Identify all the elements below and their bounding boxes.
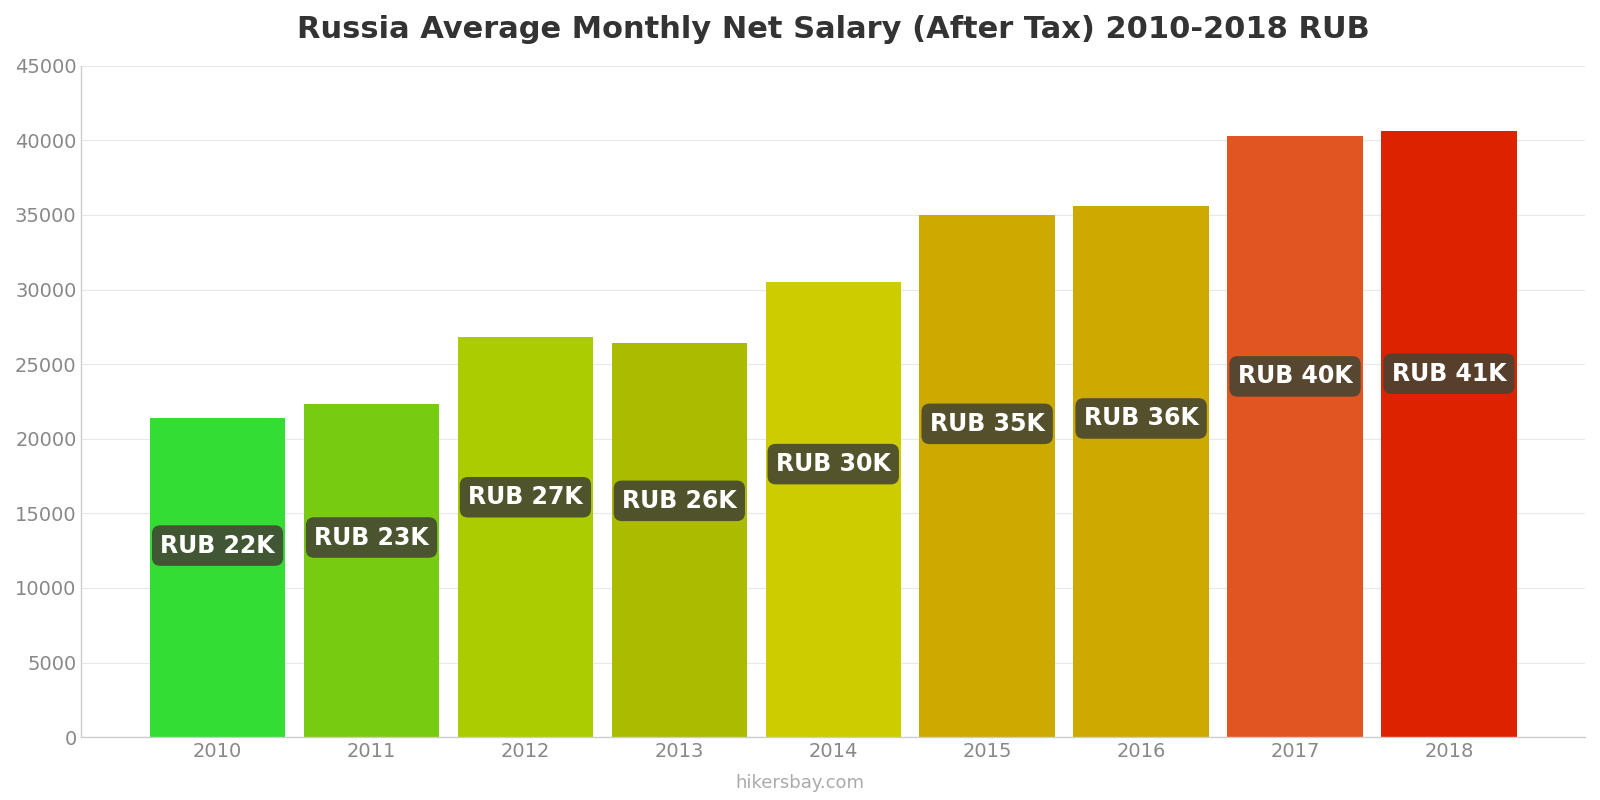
Text: RUB 40K: RUB 40K bbox=[1238, 364, 1352, 388]
Text: RUB 35K: RUB 35K bbox=[930, 412, 1045, 436]
Text: RUB 41K: RUB 41K bbox=[1392, 362, 1506, 386]
Bar bbox=[150, 418, 285, 737]
Text: RUB 30K: RUB 30K bbox=[776, 452, 891, 476]
Bar bbox=[1074, 206, 1210, 737]
Bar bbox=[611, 343, 747, 737]
Bar bbox=[1227, 136, 1363, 737]
Bar bbox=[920, 215, 1054, 737]
Text: RUB 26K: RUB 26K bbox=[622, 489, 736, 513]
Text: hikersbay.com: hikersbay.com bbox=[736, 774, 864, 792]
Text: RUB 36K: RUB 36K bbox=[1083, 406, 1198, 430]
Text: RUB 23K: RUB 23K bbox=[314, 526, 429, 550]
Bar bbox=[458, 338, 594, 737]
Text: RUB 22K: RUB 22K bbox=[160, 534, 275, 558]
Bar bbox=[765, 282, 901, 737]
Title: Russia Average Monthly Net Salary (After Tax) 2010-2018 RUB: Russia Average Monthly Net Salary (After… bbox=[298, 15, 1370, 44]
Text: RUB 27K: RUB 27K bbox=[469, 486, 582, 510]
Bar bbox=[1381, 131, 1517, 737]
Bar bbox=[304, 405, 440, 737]
